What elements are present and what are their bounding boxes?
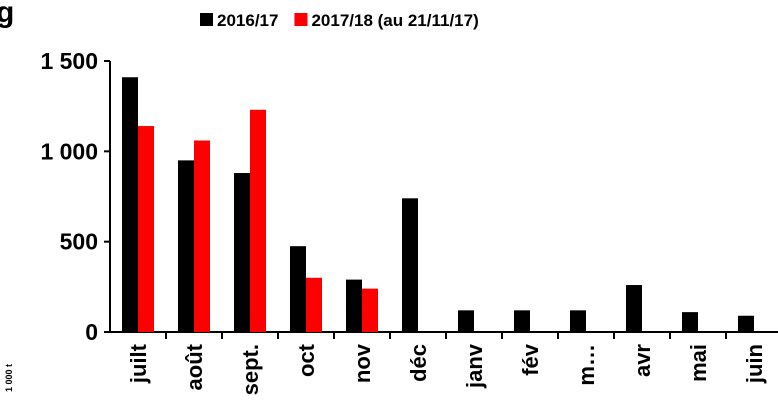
x-tick-label: nov <box>350 343 375 383</box>
x-tick-label: oct <box>294 343 319 377</box>
x-tick-label: juin <box>742 344 767 384</box>
x-tick-label: janv <box>462 343 487 389</box>
legend-label: 2016/17 <box>217 11 278 30</box>
x-tick-label: août <box>182 343 207 390</box>
x-tick-label: m… <box>574 344 599 386</box>
bar <box>122 77 138 332</box>
bar <box>514 310 530 332</box>
y-axis-label: 1 000 t <box>4 364 14 392</box>
bar <box>402 198 418 332</box>
chart-title: g <box>0 0 14 29</box>
y-tick-label: 0 <box>85 319 98 345</box>
x-tick-label: fév <box>518 343 543 376</box>
y-tick-label: 1 500 <box>40 48 98 74</box>
bar <box>346 279 362 332</box>
bar <box>682 312 698 332</box>
bar <box>194 140 210 332</box>
x-tick-label: juilt <box>126 343 151 384</box>
bar <box>178 160 194 332</box>
bar <box>138 126 154 332</box>
bar <box>570 310 586 332</box>
bar <box>626 285 642 332</box>
bar <box>458 310 474 332</box>
x-tick-label: sept. <box>238 344 263 395</box>
bar <box>738 315 754 332</box>
legend-label: 2017/18 (au 21/11/17) <box>311 11 478 30</box>
x-tick-label: avr <box>630 344 655 377</box>
bar <box>250 109 266 332</box>
x-tick-label: mai <box>686 344 711 382</box>
y-tick-label: 500 <box>60 229 98 255</box>
bar <box>290 246 306 332</box>
bar <box>306 277 322 332</box>
x-tick-label: déc <box>406 344 431 382</box>
legend-swatch <box>294 13 308 26</box>
bar <box>362 288 378 332</box>
bar <box>234 173 250 332</box>
y-tick-label: 1 000 <box>40 138 98 164</box>
legend-swatch <box>200 13 213 26</box>
